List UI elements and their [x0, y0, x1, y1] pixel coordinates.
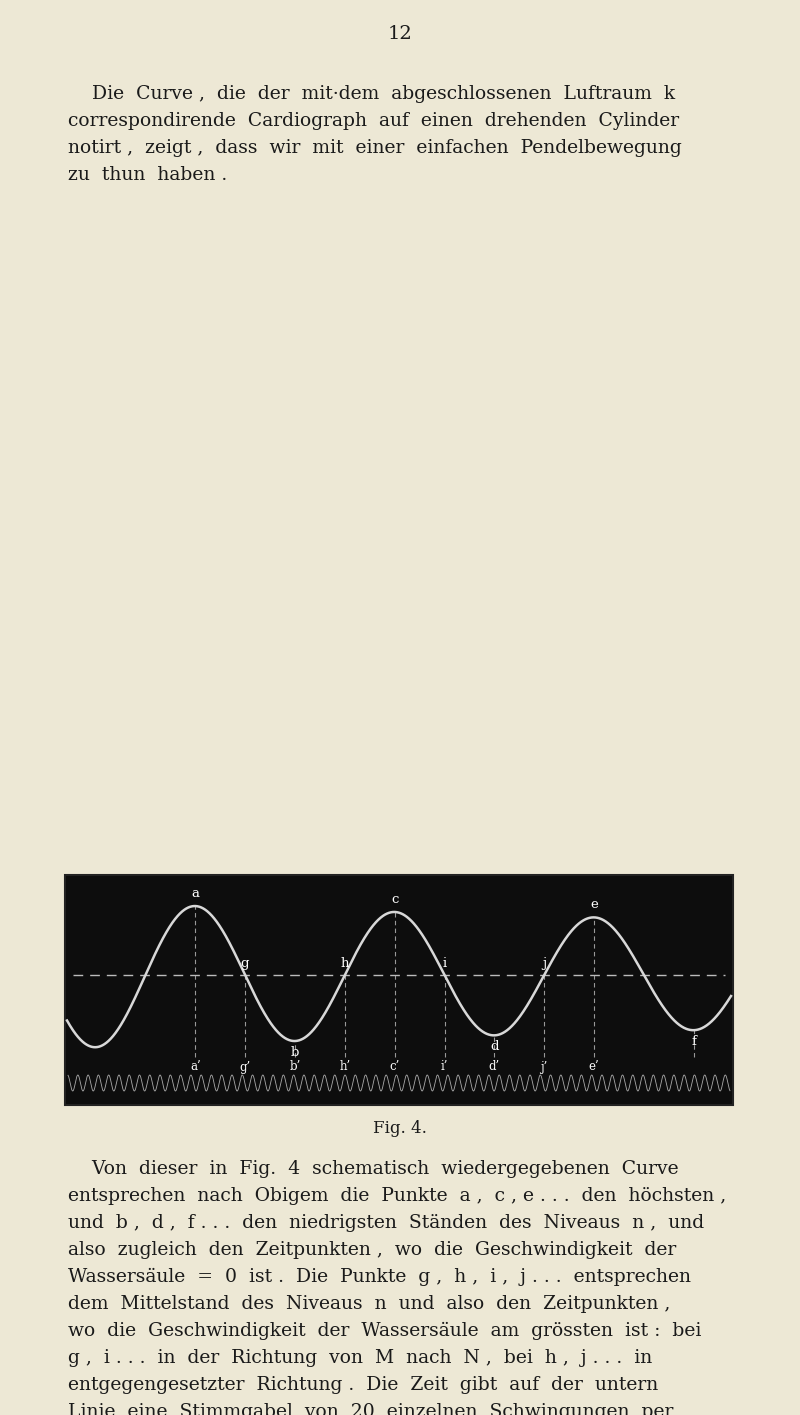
- Text: d: d: [490, 1040, 498, 1053]
- Text: entsprechen  nach  Obigem  die  Punkte  a ,  c , e . . .  den  höchsten ,: entsprechen nach Obigem die Punkte a , c…: [68, 1187, 726, 1206]
- Text: i’: i’: [441, 1060, 448, 1074]
- Text: zu  thun  haben .: zu thun haben .: [68, 166, 227, 184]
- Text: j’: j’: [541, 1060, 548, 1074]
- Text: wo  die  Geschwindigkeit  der  Wassersäule  am  grössten  ist :  bei: wo die Geschwindigkeit der Wassersäule …: [68, 1322, 702, 1340]
- Text: correspondirende  Cardiograph  auf  einen  drehenden  Cylinder: correspondirende Cardiograph auf einen d…: [68, 112, 679, 130]
- Text: Linie  eine  Stimmgabel  von  20  einzelnen  Schwingungen  per: Linie eine Stimmgabel von 20 einzelnen S…: [68, 1404, 674, 1415]
- Text: b’: b’: [290, 1060, 301, 1074]
- Text: Von  dieser  in  Fig.  4  schematisch  wiedergegebenen  Curve: Von dieser in Fig. 4 schematisch wiederg…: [68, 1160, 678, 1179]
- Text: dem  Mittelstand  des  Niveaus  n  und  also  den  Zeitpunkten ,: dem Mittelstand des Niveaus n und also d…: [68, 1295, 670, 1313]
- Text: c’: c’: [390, 1060, 400, 1074]
- Text: Wassersäule  =  0  ist .  Die  Punkte  g ,  h ,  i ,  j . . .  entsprechen: Wassersäule = 0 ist . Die Punkte g , h …: [68, 1268, 691, 1286]
- Text: h’: h’: [339, 1060, 350, 1074]
- Text: a: a: [191, 887, 199, 900]
- Text: entgegengesetzter  Richtung .  Die  Zeit  gibt  auf  der  untern: entgegengesetzter Richtung . Die Zeit gi…: [68, 1375, 658, 1394]
- Text: i: i: [442, 957, 446, 971]
- Text: a’: a’: [190, 1060, 201, 1074]
- Text: g ,  i . . .  in  der  Richtung  von  M  nach  N ,  bei  h ,  j . . .  in: g , i . . . in der Richtung von M nach N…: [68, 1348, 652, 1367]
- Text: h: h: [341, 957, 349, 971]
- Text: j: j: [542, 957, 546, 971]
- Text: g: g: [241, 957, 250, 971]
- Text: Fig. 4.: Fig. 4.: [373, 1121, 427, 1138]
- Text: e: e: [590, 899, 598, 911]
- Text: und  b ,  d ,  f . . .  den  niedrigsten  Ständen  des  Niveaus  n ,  und: und b , d , f . . . den niedrigsten Stän…: [68, 1214, 704, 1232]
- Text: b: b: [290, 1046, 299, 1058]
- Text: g’: g’: [239, 1060, 250, 1074]
- Text: e’: e’: [589, 1060, 599, 1074]
- Bar: [65, 874, 733, 1105]
- Text: Die  Curve ,  die  der  mit·dem  abgeschlossenen  Luftraum  ​k: Die Curve , die der mit·dem abgeschlosse…: [68, 85, 675, 103]
- Text: f: f: [691, 1036, 696, 1049]
- Text: c: c: [391, 893, 398, 906]
- Text: 12: 12: [388, 25, 412, 42]
- Text: also  zugleich  den  Zeitpunkten ,  wo  die  Geschwindigkeit  der: also zugleich den Zeitpunkten , wo die G…: [68, 1241, 676, 1259]
- Text: d’: d’: [489, 1060, 500, 1074]
- Text: notirt ,  zeigt ,  dass  wir  mit  einer  einfachen  Pendelbewegung: notirt , zeigt , dass wir mit einer einf…: [68, 139, 682, 157]
